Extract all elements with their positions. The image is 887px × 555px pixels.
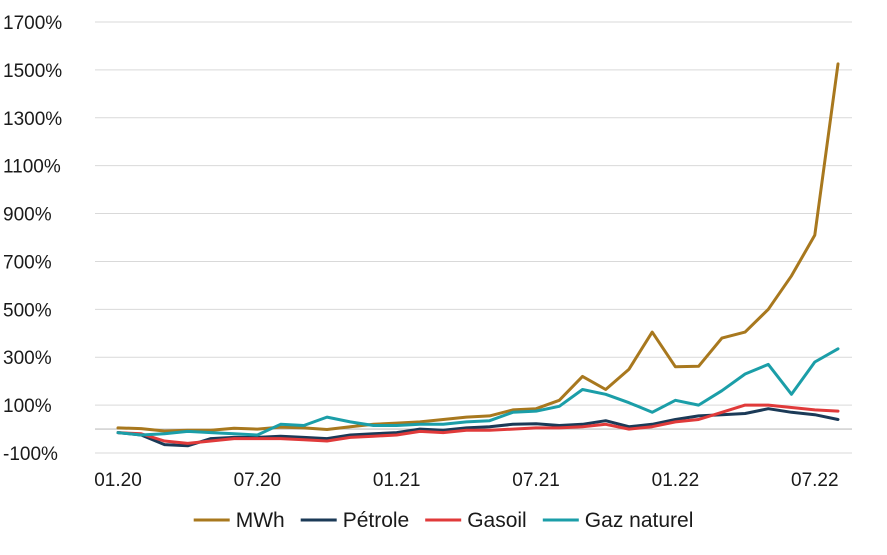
series-line-gasoil <box>116 403 840 445</box>
legend-label: Gasoil <box>467 509 527 532</box>
y-tick-label: 500% <box>3 300 52 321</box>
legend-item: Pétrole <box>300 509 410 532</box>
y-axis-tick-labels: -100% 100% 300% 500% 700% 900% 1100% 1300% 1500%… <box>3 13 62 465</box>
x-tick-label: 01.22 <box>652 470 700 491</box>
y-tick-label: 900% <box>3 205 52 226</box>
series-lines <box>116 62 840 448</box>
y-tick-label: -100% <box>3 444 58 465</box>
legend-item: MWh <box>193 509 285 532</box>
series-line-mwh <box>116 62 840 433</box>
y-tick-label: 700% <box>3 252 52 273</box>
legend-label: MWh <box>236 509 285 532</box>
y-tick-label: 300% <box>3 348 52 369</box>
legend-label: Gaz naturel <box>585 509 694 532</box>
legend-label: Pétrole <box>343 509 410 532</box>
y-tick-label: 1100% <box>3 157 61 178</box>
x-tick-label: 01.20 <box>94 470 142 491</box>
y-tick-label: 100% <box>3 396 52 417</box>
legend: MWh Pétrole Gasoil Gaz naturel <box>193 509 694 532</box>
x-axis-tick-labels: 01.20 07.20 01.21 07.21 01.22 07.22 <box>94 470 838 491</box>
y-tick-label: 1700% <box>3 13 62 34</box>
y-tick-label: 1500% <box>3 61 62 82</box>
x-tick-label: 01.21 <box>373 470 421 491</box>
x-tick-label: 07.21 <box>512 470 560 491</box>
series-line-gaz-naturel <box>116 347 840 437</box>
y-tick-label: 1300% <box>3 109 62 130</box>
x-tick-label: 07.22 <box>791 470 839 491</box>
legend-item: Gaz naturel <box>542 509 694 532</box>
gridlines <box>95 21 852 454</box>
x-tick-label: 07.20 <box>234 470 282 491</box>
legend-item: Gasoil <box>425 509 527 532</box>
